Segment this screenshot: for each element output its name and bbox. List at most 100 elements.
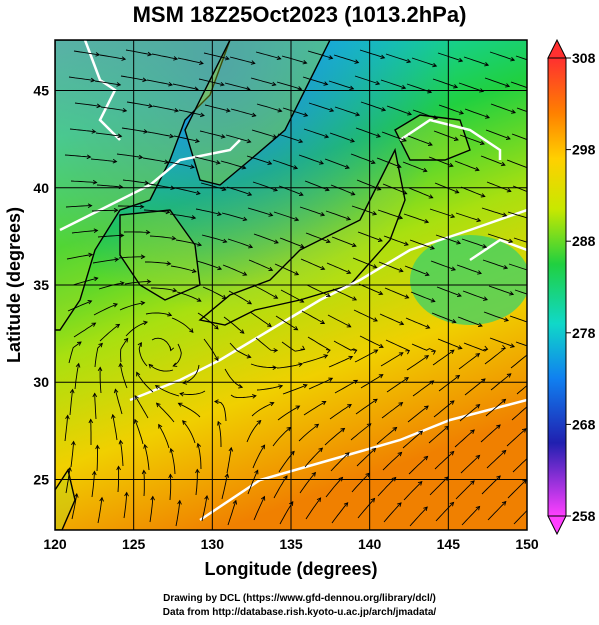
- streamline: [516, 107, 527, 113]
- streamline-arrowhead: [527, 403, 531, 407]
- streamline-arrowhead: [224, 473, 230, 478]
- streamline: [97, 497, 103, 524]
- credit-data-source: Data from http://database.rish.kyoto-u.a…: [162, 607, 437, 618]
- streamline: [255, 51, 281, 60]
- streamline: [354, 349, 378, 363]
- streamline: [94, 80, 121, 86]
- streamline-arrowhead: [143, 443, 148, 449]
- streamline: [252, 444, 265, 469]
- streamline-arrowhead: [142, 77, 148, 83]
- streamline-arrowhead: [92, 470, 97, 476]
- longitude-tick-label: 150: [515, 536, 539, 552]
- streamline: [125, 321, 148, 337]
- streamline-arrowhead: [147, 51, 153, 57]
- streamline-arrowhead: [298, 138, 304, 144]
- streamline: [221, 473, 228, 500]
- streamline: [151, 287, 177, 292]
- streamline-arrowhead: [189, 328, 194, 333]
- streamline: [224, 368, 243, 388]
- streamline: [436, 286, 462, 297]
- streamline-arrowhead: [111, 413, 116, 419]
- streamline: [514, 289, 527, 295]
- streamline: [383, 502, 402, 523]
- streamline: [433, 130, 459, 141]
- streamline-arrowhead: [397, 451, 403, 457]
- streamline-arrowhead: [71, 440, 76, 446]
- latitude-tick-label: 30: [33, 374, 49, 390]
- streamline: [511, 406, 527, 421]
- streamline: [198, 78, 225, 86]
- streamline: [360, 374, 384, 389]
- streamline-arrowhead: [372, 210, 378, 216]
- streamline: [460, 455, 480, 474]
- streamline-arrowhead: [501, 449, 507, 455]
- map-title: MSM 18Z25Oct2023 (1013.2hPa): [132, 2, 467, 27]
- streamline: [305, 497, 321, 520]
- longitude-tick-label: 140: [358, 536, 382, 552]
- streamline: [253, 233, 279, 244]
- streamline: [306, 284, 331, 297]
- streamline: [223, 316, 245, 334]
- streamline: [277, 133, 303, 143]
- streamline-arrowhead: [166, 261, 172, 266]
- streamline-arrowhead: [501, 398, 507, 404]
- streamline: [149, 235, 176, 240]
- streamline-arrowhead: [402, 190, 408, 195]
- streamline: [464, 378, 486, 396]
- graticule: [55, 40, 527, 530]
- streamline-arrowhead: [195, 190, 201, 196]
- streamline: [511, 133, 527, 141]
- streamline: [249, 311, 272, 327]
- streamline-arrowhead: [298, 362, 304, 367]
- streamline-arrowhead: [508, 238, 514, 244]
- streamline-arrowhead: [528, 506, 532, 510]
- streamline: [433, 400, 455, 418]
- streamline-arrowhead: [318, 447, 324, 453]
- streamline-arrowhead: [118, 362, 123, 368]
- streamline: [220, 160, 246, 169]
- streamline-arrowhead: [93, 228, 99, 233]
- streamline-arrowhead: [533, 192, 537, 196]
- streamline-arrowhead: [320, 265, 326, 271]
- streamline-arrowhead: [346, 323, 352, 328]
- streamline: [410, 291, 435, 302]
- streamline: [143, 209, 170, 213]
- streamline-arrowhead: [239, 329, 245, 334]
- streamline-arrowhead: [502, 212, 508, 217]
- longitude-tick-label: 125: [122, 536, 146, 552]
- streamline: [515, 55, 527, 61]
- streamline: [325, 477, 343, 498]
- streamline: [169, 474, 172, 501]
- streamline: [350, 423, 372, 441]
- streamline-arrowhead: [158, 423, 163, 429]
- streamline-arrowhead: [86, 154, 92, 160]
- streamline: [485, 129, 511, 140]
- streamline: [308, 377, 333, 390]
- streamline-arrowhead: [88, 418, 94, 424]
- streamline-arrowhead: [449, 349, 455, 354]
- streamline-arrowhead: [119, 281, 125, 286]
- streamline-arrowhead: [242, 216, 248, 222]
- streamline-arrowhead: [378, 290, 384, 296]
- streamline-arrowhead: [273, 348, 279, 353]
- streamline-arrowhead: [77, 341, 82, 346]
- streamline-arrowhead: [260, 495, 266, 501]
- streamline: [354, 75, 380, 85]
- streamline-arrowhead: [531, 88, 535, 92]
- streamline: [94, 343, 103, 368]
- streamline: [248, 259, 273, 271]
- streamline: [510, 81, 527, 89]
- streamline-arrowhead: [430, 245, 435, 250]
- streamline-arrowhead: [432, 62, 438, 68]
- streamline-arrowhead: [407, 111, 412, 116]
- streamline: [226, 447, 232, 474]
- streamline-arrowhead: [351, 242, 357, 248]
- streamline: [125, 49, 152, 56]
- streamline-arrowhead: [154, 385, 160, 390]
- streamline: [119, 302, 145, 311]
- streamline: [134, 419, 144, 445]
- streamline: [126, 101, 153, 107]
- streamline-arrowhead: [294, 216, 300, 222]
- streamline-arrowhead: [271, 81, 277, 87]
- streamline-arrowhead: [303, 112, 309, 117]
